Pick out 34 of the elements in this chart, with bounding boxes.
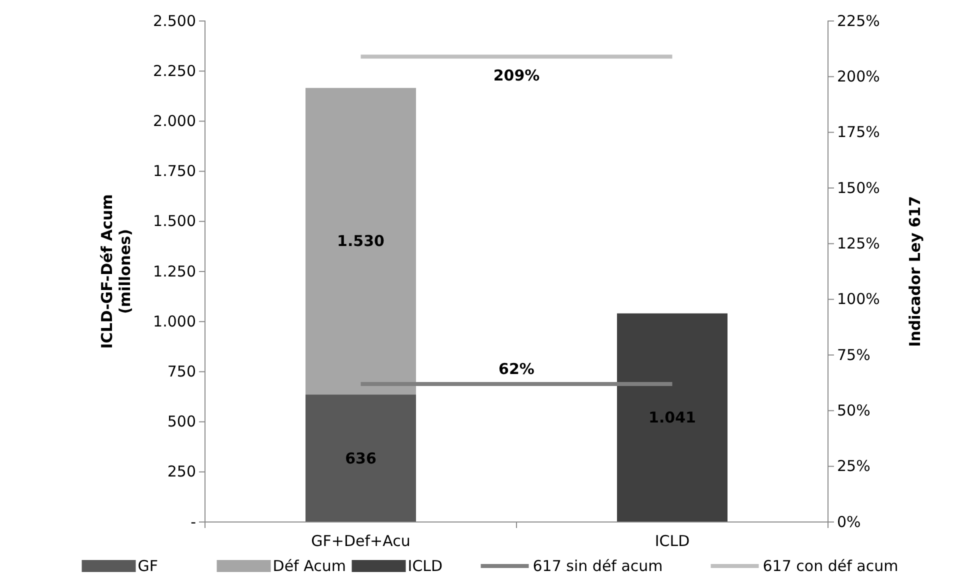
y2-tick-label: 25% xyxy=(837,457,870,476)
y2-tick-label: 50% xyxy=(837,401,870,420)
y-tick-label: - xyxy=(190,512,196,531)
data-label: 1.530 xyxy=(337,232,384,250)
legend-label: ICLD xyxy=(408,557,443,575)
y2-tick-label: 225% xyxy=(837,12,880,30)
y-tick-label: 2.500 xyxy=(153,12,196,30)
y2-tick-label: 200% xyxy=(837,67,880,86)
legend-label: Déf Acum xyxy=(272,557,346,575)
y-tick-label: 750 xyxy=(167,362,196,380)
y-tick-label: 1.250 xyxy=(153,262,196,280)
y2-tick-label: 175% xyxy=(837,123,880,142)
legend-label: 617 con déf acum xyxy=(762,557,898,575)
y-tick-label: 2.000 xyxy=(153,112,196,130)
legend-label: 617 sin déf acum xyxy=(532,557,663,575)
y2-tick-label: 0% xyxy=(837,512,861,531)
y-tick-label: 1.750 xyxy=(153,162,196,180)
y-tick-label: 500 xyxy=(167,412,196,431)
y-tick-label: 1.000 xyxy=(153,312,196,330)
y-tick-label: 1.500 xyxy=(153,212,196,230)
y2-tick-label: 125% xyxy=(837,234,880,252)
data-label: 1.041 xyxy=(648,408,696,427)
x-tick-label: GF+Def+Acu xyxy=(311,532,410,550)
y2-tick-label: 150% xyxy=(837,178,880,197)
y2-tick-label: 75% xyxy=(837,346,870,364)
y-tick-label: 2.250 xyxy=(153,62,196,80)
y2-tick-label: 100% xyxy=(837,290,880,308)
y-tick-label: 250 xyxy=(167,462,196,481)
annotation: 62% xyxy=(498,360,534,378)
legend-label: GF xyxy=(138,557,158,575)
y-axis-title: ICLD-GF-Déf Acum (millones) xyxy=(98,194,134,349)
annotation: 209% xyxy=(493,66,540,85)
y2-axis-title: Indicador Ley 617 xyxy=(906,196,924,347)
data-label: 636 xyxy=(345,449,376,468)
